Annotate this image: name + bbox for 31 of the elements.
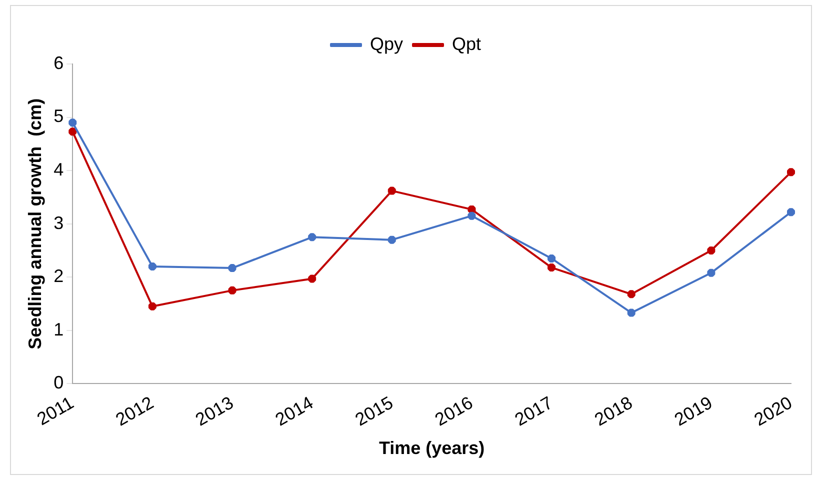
legend-label: Qpy <box>370 34 404 54</box>
x-tick-label: 2011 <box>34 392 78 430</box>
x-tick-label: 2018 <box>591 392 636 430</box>
point <box>706 267 717 278</box>
y-axis-title: Seedling annual growth (cm) <box>24 98 45 350</box>
point <box>386 234 398 246</box>
y-tick-label: 5 <box>54 106 64 126</box>
x-axis-title: Time (years) <box>378 438 485 458</box>
point <box>146 300 158 312</box>
y-tick-label: 6 <box>54 52 64 73</box>
x-tick-label: 2017 <box>511 392 556 430</box>
x-tick-label: 2013 <box>192 392 237 430</box>
x-tick-label: 2019 <box>670 392 716 430</box>
x-tick-label: 2016 <box>432 392 476 430</box>
point <box>306 232 318 243</box>
y-tick-label: 0 <box>54 372 64 393</box>
x-tick-label: 2014 <box>272 392 317 430</box>
x-tick-label: 2015 <box>352 392 396 430</box>
y-tick-label: 1 <box>54 319 64 340</box>
y-tick-label: 4 <box>54 160 64 180</box>
x-tick-label: 2012 <box>112 392 157 430</box>
x-tick-label: 2020 <box>750 392 796 430</box>
point <box>626 307 637 318</box>
y-tick-label: 2 <box>54 266 64 286</box>
y-tick-label: 3 <box>54 212 64 233</box>
point <box>626 288 637 300</box>
legend-label: Qpt <box>452 34 482 54</box>
point <box>306 273 318 284</box>
point <box>466 210 478 222</box>
point <box>226 284 238 296</box>
point <box>386 185 398 196</box>
